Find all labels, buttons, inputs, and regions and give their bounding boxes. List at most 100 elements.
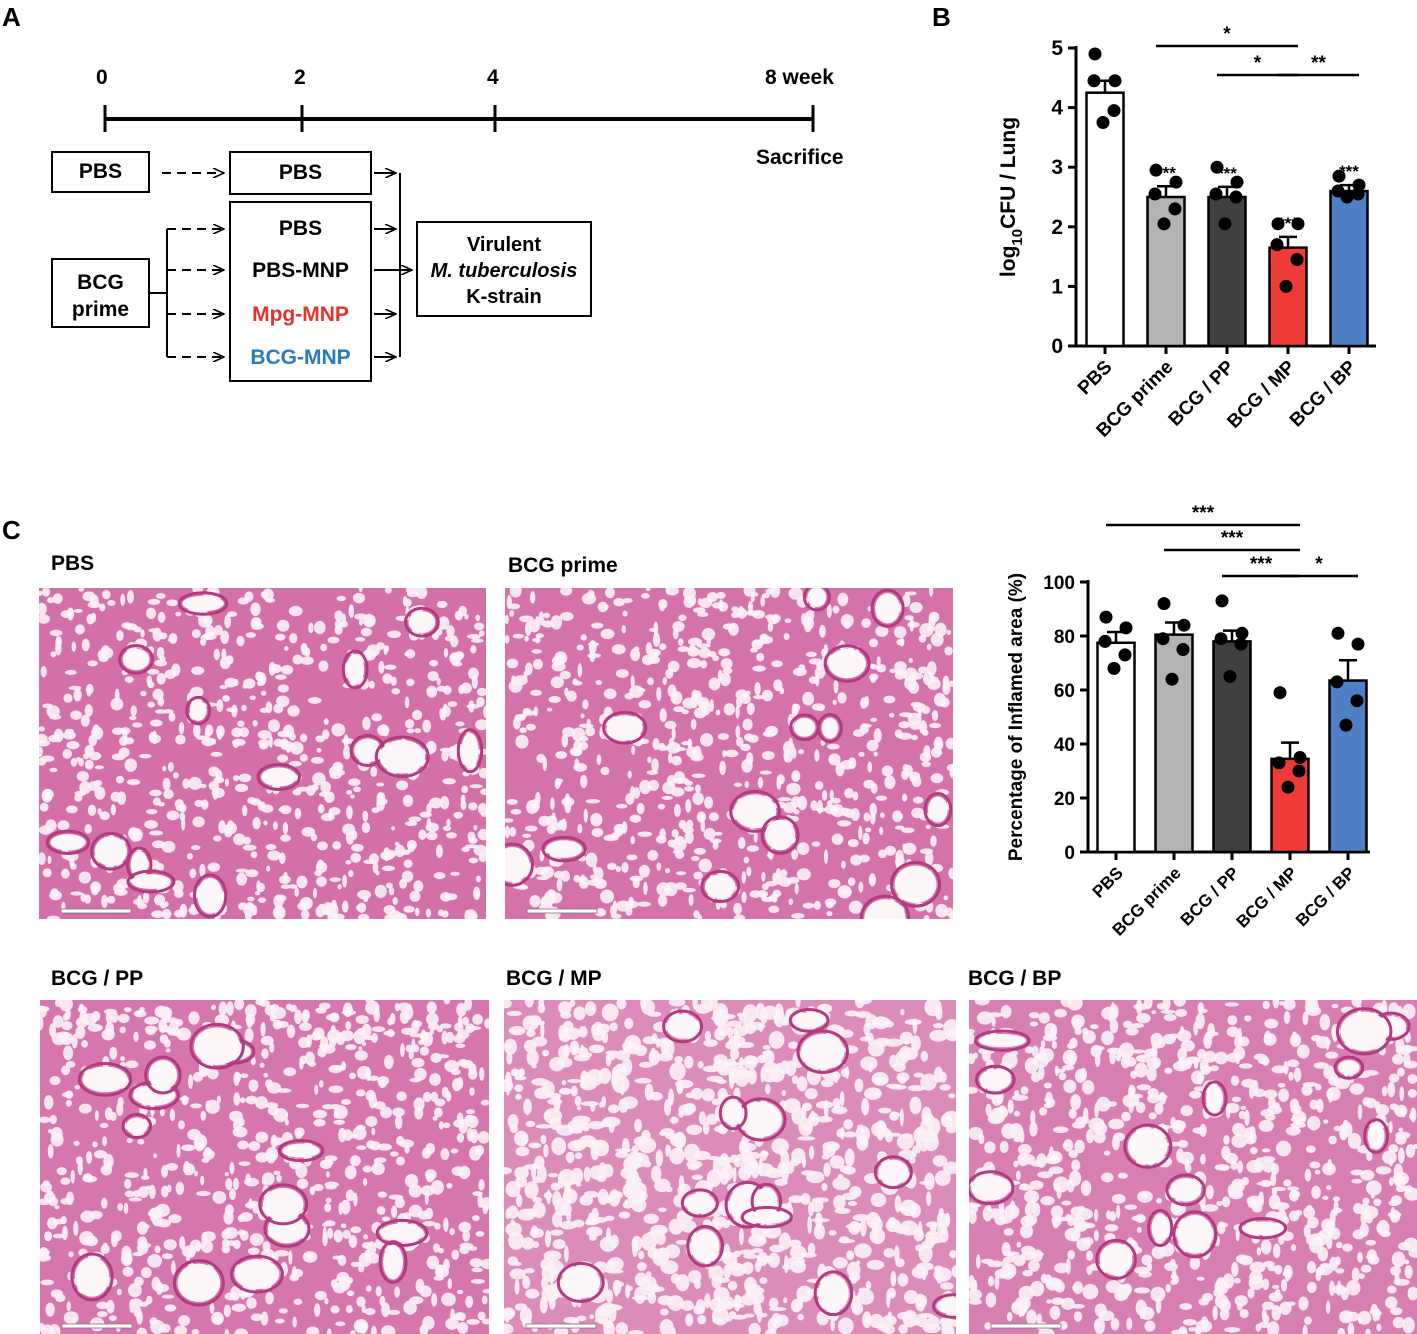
photo-title-bcg-mp: BCG / MP: [506, 967, 602, 990]
data-point: [1281, 780, 1295, 794]
bracket-label: ***: [1192, 503, 1215, 524]
data-point: [1098, 634, 1112, 648]
inflamed-y-axis-title: Percentage of Inflamed area (%): [1006, 573, 1027, 861]
pbs-prime-label: PBS: [78, 160, 123, 183]
data-point: [1215, 594, 1229, 608]
data-point: [1119, 621, 1133, 635]
y-tick-label: 20: [1054, 789, 1075, 810]
bracket-label: *: [1315, 554, 1323, 575]
data-point: [1279, 279, 1293, 293]
data-point: [1273, 686, 1287, 700]
data-point: [1177, 618, 1191, 632]
category-label: BCG / MP: [1233, 863, 1301, 931]
pbs-prime-box: PBS: [51, 151, 150, 193]
boost-group-box: PBS PBS-MNP Mpg-MNP BCG-MNP: [229, 201, 372, 382]
histology-image-bcg-pp: [40, 1000, 489, 1334]
data-point: [1330, 675, 1344, 689]
photo-title-pbs: PBS: [51, 552, 95, 575]
bracket-label: ***: [1221, 528, 1244, 549]
data-point: [1223, 670, 1237, 683]
challenge-box: Virulent M. tuberculosis K-strain: [416, 221, 592, 317]
y-tick-label: 80: [1054, 627, 1075, 648]
bracket-label: **: [1311, 53, 1326, 74]
tissue-texture: [39, 588, 486, 919]
data-point: [1229, 190, 1243, 204]
photo-title-bcg-prime: BCG prime: [508, 554, 618, 577]
bar: [1085, 91, 1125, 348]
data-point: [1331, 626, 1345, 640]
challenge-line3: K-strain: [466, 286, 542, 308]
y-tick-label: 3: [1051, 156, 1063, 179]
bracket-label: ***: [1250, 554, 1273, 575]
data-point: [1096, 116, 1110, 129]
y-tick-label: 60: [1054, 681, 1075, 702]
tissue-texture: [969, 1000, 1417, 1334]
group-pbs: PBS: [278, 217, 323, 240]
data-point: [1149, 163, 1163, 177]
histology-image-bcg-prime: [505, 588, 953, 919]
y-tick-label: 40: [1054, 735, 1075, 756]
significance-mark: ***: [1156, 163, 1176, 182]
data-point: [1214, 632, 1228, 646]
data-point: [1176, 643, 1190, 656]
data-point: [1157, 597, 1171, 611]
data-point: [1340, 190, 1354, 204]
data-point: [1157, 217, 1171, 231]
panel-label-c: C: [2, 515, 21, 545]
data-point: [1209, 187, 1223, 201]
category-label: PBS: [1074, 357, 1116, 399]
data-point: [1099, 610, 1113, 624]
bcg-prime-box: BCG prime: [51, 258, 150, 328]
photo-title-bcg-pp: BCG / PP: [51, 967, 144, 990]
data-point: [1234, 637, 1248, 651]
data-point: [1293, 751, 1307, 764]
y-tick-label: 100: [1043, 573, 1075, 594]
inflamed-area-chart: Percentage of Inflamed area (%) 0 20 40 60 8…: [1006, 503, 1370, 940]
tissue-texture: [504, 1000, 956, 1334]
category-label: BCG / MP: [1223, 356, 1299, 432]
bcg-prime-line1: BCG: [77, 271, 124, 294]
data-point: [1168, 202, 1182, 216]
data-point: [1165, 672, 1179, 686]
panel-label-b: B: [932, 2, 951, 32]
group-mpg-mnp: Mpg-MNP: [252, 303, 349, 326]
data-point: [1332, 169, 1346, 183]
pbs-boost-label: PBS: [278, 161, 323, 184]
tissue-texture: [40, 1000, 489, 1334]
data-point: [1292, 764, 1306, 778]
data-point: [1230, 175, 1244, 189]
data-point: [1108, 74, 1122, 88]
challenge-line2: M. tuberculosis: [430, 260, 578, 282]
data-point: [1169, 175, 1183, 189]
group-pbs-mnp: PBS-MNP: [252, 259, 349, 282]
data-point: [1088, 47, 1102, 61]
y-tick-label: 5: [1051, 37, 1063, 60]
data-point: [1107, 661, 1121, 675]
data-point: [1218, 217, 1232, 231]
data-point: [1107, 104, 1121, 118]
timeline-tick-8-week: 8 week: [765, 66, 834, 89]
bcg-prime-line2: prime: [71, 298, 130, 321]
y-tick-label: 1: [1051, 275, 1063, 298]
timeline-tick-0: 0: [96, 66, 108, 89]
data-point: [1118, 648, 1132, 662]
histology-image-bcg-bp: [969, 1000, 1417, 1334]
timeline-diagram: [103, 105, 815, 400]
group-bcg-mnp: BCG-MNP: [250, 346, 351, 369]
data-point: [1087, 74, 1101, 88]
significance-mark: ***: [1217, 164, 1237, 183]
bracket-label: *: [1254, 53, 1262, 74]
pbs-boost-box: PBS: [229, 151, 372, 195]
data-point: [1291, 217, 1305, 231]
cfu-y-axis-title: log10CFU / Lung: [997, 117, 1026, 277]
data-point: [1148, 187, 1162, 201]
data-point: [1235, 626, 1249, 640]
panel-label-a: A: [2, 2, 21, 32]
bar: [1328, 679, 1368, 854]
challenge-line1: Virulent: [466, 234, 542, 256]
data-point: [1270, 238, 1284, 252]
bar: [1154, 633, 1194, 854]
data-point: [1290, 253, 1304, 267]
data-point: [1350, 694, 1364, 708]
